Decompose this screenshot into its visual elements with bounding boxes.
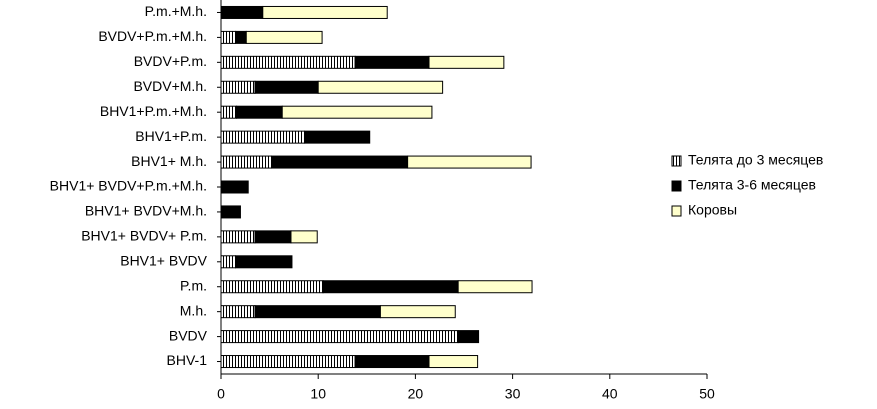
bar-segment [220,355,356,369]
y-tick-label: M.h. [180,302,207,318]
bar-segment [290,230,318,244]
bar-segment [220,130,306,144]
bar-segment [220,305,256,319]
bar-segment [379,305,456,319]
x-tick-label: 0 [217,386,225,402]
legend-label: Телята до 3 месяцев [688,152,823,168]
y-tick-label: BHV-1 [167,352,208,368]
bar-segment [220,280,324,294]
bar-segment [354,55,430,69]
bar-segment [254,80,319,94]
bar-segment [220,205,241,219]
bar-segment [235,255,293,269]
bar-segment [281,105,433,119]
bar-segment [220,30,237,44]
bar-segment [428,355,479,369]
y-tick-label: P.m.+M.h. [145,3,207,19]
bar-segment [354,355,430,369]
bar-segment [317,80,444,94]
legend-swatch [671,205,682,217]
bar-segment [220,105,238,119]
bar-segment [220,80,256,94]
bar-segment [220,155,273,169]
bar-segment [254,230,292,244]
legend-swatch [671,155,682,167]
bar-segment [262,5,388,19]
x-tick-label: 50 [699,386,715,402]
y-tick-label: BHV1+P.m.+M.h. [100,103,207,119]
y-tick-label: BVDV [169,327,208,343]
y-tick-label: BVDV+P.m.+M.h. [98,28,207,44]
x-tick-label: 10 [310,386,326,402]
bar-segment [236,105,283,119]
legend-label: Телята 3-6 месяцев [688,177,816,193]
bar-segment [220,330,459,344]
bar-segment [304,130,371,144]
y-tick-label: BHV1+ BVDV+ P.m. [81,228,207,244]
bar-segment [245,30,323,44]
bar-segment [322,280,459,294]
bar-segment [254,305,381,319]
bar-segment [220,230,256,244]
bar-segment [220,5,264,19]
bar-segment [428,55,505,69]
y-tick-label: BHV1+P.m. [135,128,207,144]
y-tick-label: BVDV+P.m. [134,53,207,69]
y-tick-label: P.m. [180,277,207,293]
legend-swatch [671,180,682,192]
x-tick-label: 30 [505,386,521,402]
bar-segment [271,155,409,169]
bar-segment [457,330,480,344]
y-tick-label: BHV1+ M.h. [131,153,207,169]
bar-segment [220,55,356,69]
bar-segment [220,255,237,269]
bar-segment [407,155,532,169]
y-tick-label: BHV1+ BVDV [120,253,207,269]
y-tick-label: BVDV+M.h. [133,78,207,94]
bar-segment [235,30,247,44]
bar-segment [457,280,533,294]
bar-segment [220,180,249,194]
x-tick-label: 20 [408,386,424,402]
y-tick-label: BHV1+ BVDV+P.m.+M.h. [50,178,207,194]
x-tick-label: 40 [602,386,618,402]
legend-label: Коровы [688,202,737,218]
y-tick-label: BHV1+ BVDV+M.h. [85,203,207,219]
